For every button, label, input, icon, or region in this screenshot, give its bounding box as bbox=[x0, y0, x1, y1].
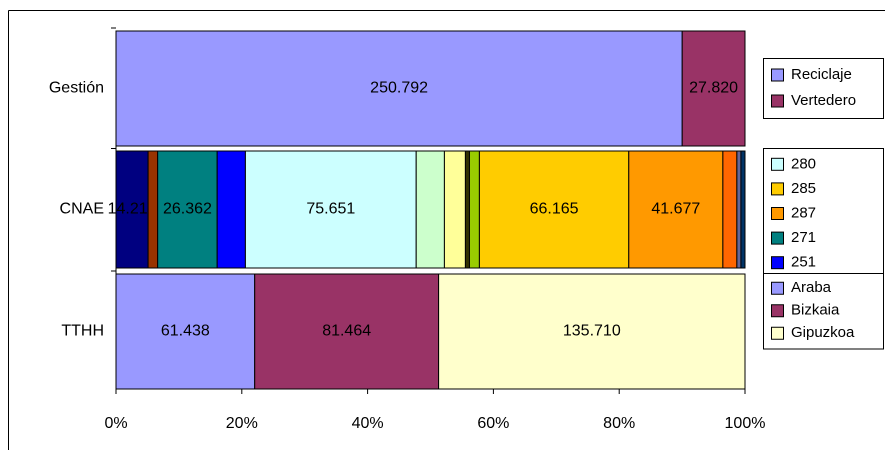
legend-label: 251 bbox=[791, 254, 816, 271]
legend-label: 271 bbox=[791, 229, 816, 246]
legend-label: Gipuzkoa bbox=[791, 324, 855, 341]
legend-swatch bbox=[771, 94, 784, 108]
legend-label: 280 bbox=[791, 155, 816, 172]
data-label: 26.362 bbox=[163, 201, 212, 218]
legend-label: 285 bbox=[791, 180, 816, 197]
x-tick-label: 100% bbox=[725, 415, 766, 432]
bar-segment bbox=[681, 30, 746, 147]
bar-segment bbox=[740, 150, 746, 269]
bar-segment bbox=[478, 150, 630, 269]
y-tick-label: TTHH bbox=[61, 323, 104, 340]
data-label: 14.217 bbox=[108, 201, 157, 218]
legend: 280 285 287 271 251 bbox=[763, 148, 884, 280]
data-label: 41.677 bbox=[651, 201, 700, 218]
legend: Reciclaje Vertedero bbox=[763, 58, 884, 119]
data-label: 66.165 bbox=[530, 201, 579, 218]
bar-segment bbox=[147, 150, 159, 269]
legend-swatch bbox=[771, 326, 784, 340]
data-label: 250.792 bbox=[370, 80, 428, 97]
legend-box bbox=[763, 58, 884, 119]
legend-swatch bbox=[771, 231, 784, 245]
x-tick-label: 60% bbox=[477, 415, 509, 432]
x-tick-label: 40% bbox=[352, 415, 384, 432]
data-label: 135.710 bbox=[563, 323, 621, 340]
bar-segment bbox=[443, 150, 466, 269]
legend-swatch bbox=[771, 182, 784, 196]
bar-segment bbox=[722, 150, 738, 269]
legend: Araba Bizkaia Gipuzkoa bbox=[763, 273, 884, 350]
bar-segment bbox=[216, 150, 246, 269]
bar-segment bbox=[628, 150, 724, 269]
y-tick-label: Gestión bbox=[49, 80, 104, 97]
y-tick-label: CNAE bbox=[60, 201, 104, 218]
legend-swatch bbox=[771, 304, 784, 318]
bar-segment bbox=[736, 150, 742, 269]
legend-swatch bbox=[771, 207, 784, 220]
bar-segment bbox=[438, 273, 746, 390]
legend-swatch bbox=[771, 68, 784, 82]
data-label: 75.651 bbox=[306, 201, 355, 218]
x-tick-label: 80% bbox=[603, 415, 635, 432]
legend-label: Vertedero bbox=[791, 92, 856, 109]
legend-swatch bbox=[771, 281, 784, 295]
bar-segment bbox=[468, 150, 480, 269]
legend-label: 287 bbox=[791, 204, 816, 221]
legend-label: Reciclaje bbox=[791, 66, 852, 83]
data-label: 81.464 bbox=[322, 323, 371, 340]
data-label: 27.820 bbox=[689, 80, 738, 97]
legend-label: Bizkaia bbox=[791, 302, 840, 319]
x-tick-label: 20% bbox=[226, 415, 258, 432]
bar-segment bbox=[415, 150, 445, 269]
x-tick-label: 0% bbox=[104, 415, 127, 432]
legend-label: Araba bbox=[791, 279, 832, 296]
data-label: 61.438 bbox=[161, 323, 210, 340]
legend-swatch bbox=[771, 157, 784, 171]
bar-segment bbox=[464, 150, 470, 269]
legend-swatch bbox=[771, 256, 784, 270]
